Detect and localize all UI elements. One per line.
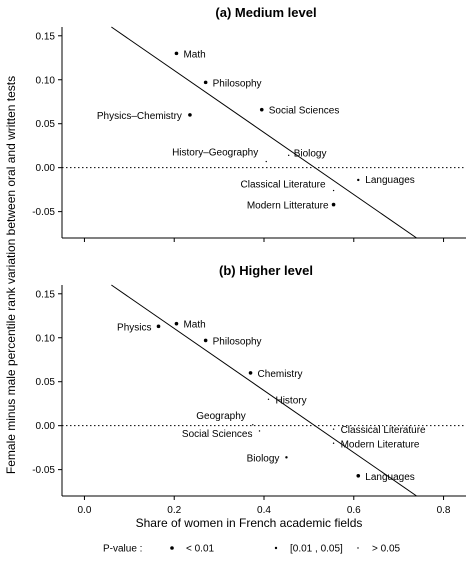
y-tick-label: 0.05 [36, 377, 56, 388]
legend-label: [0.01 , 0.05] [290, 544, 343, 555]
data-point [356, 473, 361, 478]
panel-medium-level: (a) Medium level -0.05 0.00 0.05 0.10 0.15 Mat… [32, 5, 466, 242]
data-point [258, 430, 261, 432]
data-point [285, 456, 288, 459]
x-tick-label: 0.2 [167, 505, 181, 516]
data-point [332, 189, 335, 192]
data-point [174, 321, 179, 326]
fit-line [111, 26, 417, 239]
y-tick-label: 0.15 [36, 31, 56, 42]
point-label: Biology [247, 453, 280, 464]
point-label: Physics–Chemistry [97, 111, 182, 122]
panel-title: (a) Medium level [215, 5, 316, 20]
y-tick-label: -0.05 [32, 465, 55, 476]
point-label: Chemistry [258, 369, 303, 380]
y-axis-label: Female minus male percentile rank variat… [4, 76, 18, 474]
point-label: Geography [196, 411, 245, 422]
data-point [265, 160, 267, 163]
x-tick-label: 0.8 [437, 505, 451, 516]
data-point [332, 428, 335, 430]
y-tick-label: 0.10 [36, 333, 56, 344]
fit-line [111, 284, 417, 497]
legend-title: P-value : [103, 544, 142, 555]
point-label: History–Geography [172, 148, 258, 159]
y-tick-label: 0.10 [36, 75, 56, 86]
data-point [156, 324, 161, 329]
data-point [287, 154, 290, 157]
y-tick-label: 0.05 [36, 119, 56, 130]
x-tick-label: 0.6 [347, 505, 361, 516]
data-point [259, 107, 264, 112]
y-tick-label: -0.05 [32, 207, 55, 218]
point-label: Languages [365, 472, 415, 483]
point-label: Modern Literature [341, 439, 420, 450]
x-axis-label: Share of women in French academic fields [136, 516, 363, 530]
data-point [267, 398, 270, 400]
point-label: Math [183, 49, 205, 60]
data-point [357, 178, 360, 182]
legend-label: < 0.01 [186, 544, 215, 555]
legend: P-value : < 0.01 [0.01 , 0.05] > 0.05 [103, 544, 401, 555]
y-tick-label: 0.00 [36, 163, 56, 174]
panels: (a) Medium level -0.05 0.00 0.05 0.10 0.15 Mat… [32, 5, 466, 516]
data-point [203, 338, 208, 343]
legend-marker [357, 547, 359, 549]
data-point [188, 113, 192, 117]
point-label: Social Sciences [269, 106, 340, 117]
point-label: Modern Litterature [247, 201, 329, 212]
point-label: Philosophy [213, 78, 262, 89]
y-tick-label: 0.15 [36, 289, 56, 300]
data-point [252, 424, 254, 426]
point-label: Physics [117, 322, 151, 333]
data-point [203, 80, 208, 85]
data-point [332, 442, 335, 444]
data-point [331, 202, 336, 207]
data-point [248, 371, 253, 375]
point-label: Philosophy [213, 336, 262, 347]
x-tick-label: 0.0 [77, 505, 91, 516]
point-label: Classical Literature [241, 180, 326, 191]
point-label: History [275, 395, 306, 406]
legend-label: > 0.05 [372, 544, 401, 555]
point-label: Classical Literature [341, 425, 426, 436]
y-tick-label: 0.00 [36, 421, 56, 432]
point-label: Biology [294, 148, 327, 159]
x-tick-label: 0.4 [257, 505, 271, 516]
legend-marker [170, 546, 174, 550]
panel-higher-level: (b) Higher level -0.05 0.00 0.05 0.10 0.15 0.0… [32, 263, 466, 516]
point-label: Social Sciences [182, 429, 253, 440]
legend-marker [274, 546, 278, 550]
point-label: Languages [365, 175, 415, 186]
point-label: Math [183, 320, 205, 331]
data-point [174, 51, 179, 56]
panel-title: (b) Higher level [219, 263, 313, 278]
